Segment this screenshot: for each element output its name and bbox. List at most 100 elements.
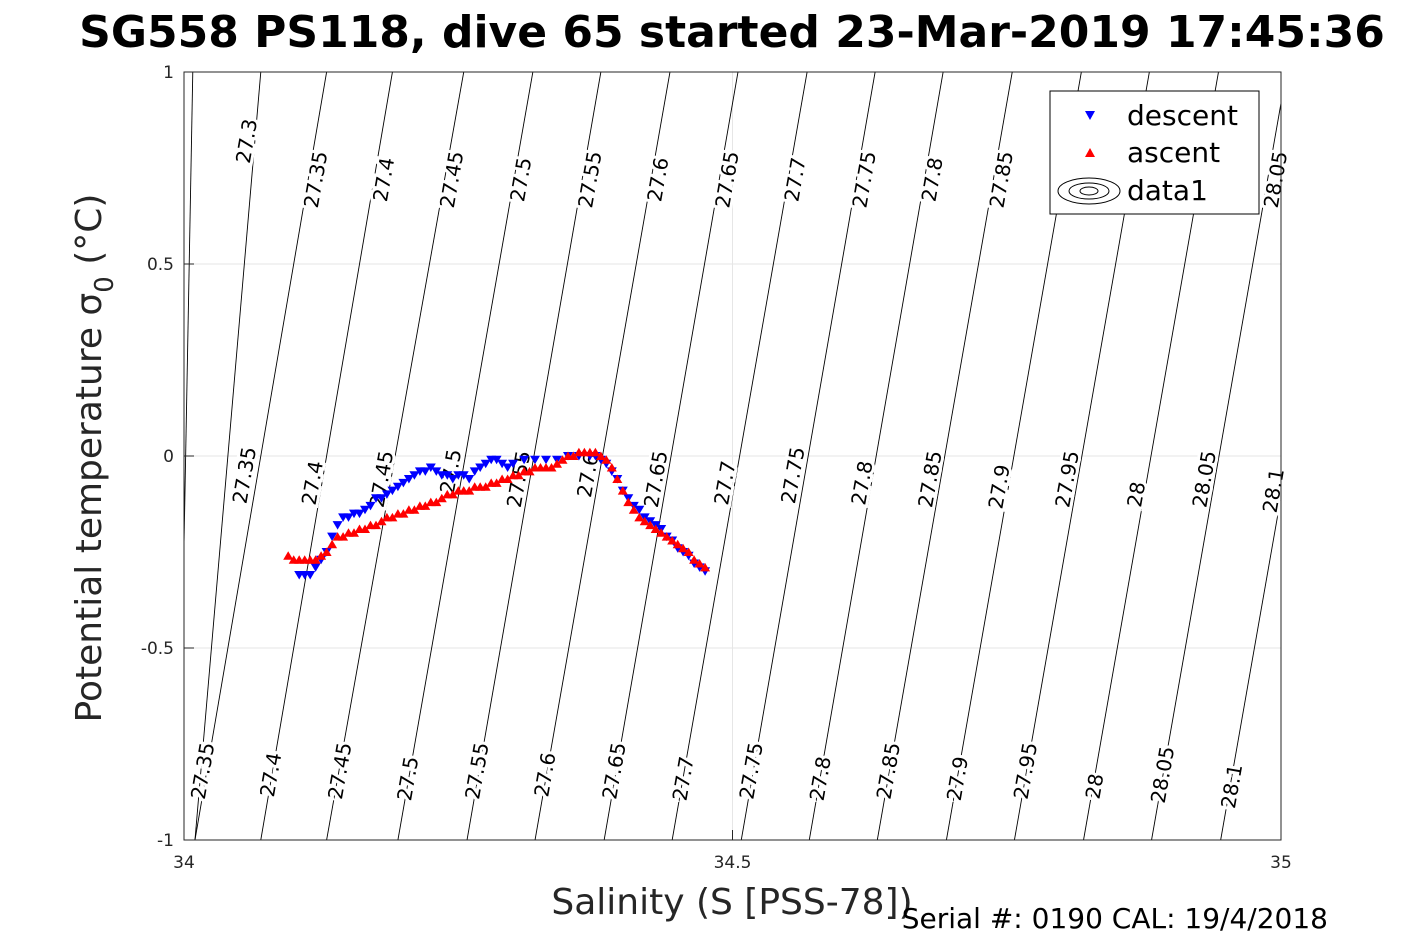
isopycnal-line bbox=[397, 72, 534, 840]
isopycnal-line bbox=[194, 72, 328, 840]
ascent-point bbox=[672, 539, 683, 549]
ascent-point bbox=[645, 520, 656, 530]
ascent-point bbox=[502, 474, 513, 483]
ascent-point bbox=[606, 463, 617, 472]
isopycnal-line bbox=[740, 72, 876, 840]
x-tick-label: 34.5 bbox=[714, 853, 752, 873]
descent-point bbox=[530, 455, 540, 465]
descent-point bbox=[381, 490, 392, 499]
y-axis-label-main: Potential temperature σ bbox=[69, 293, 110, 723]
ascent-point bbox=[546, 463, 557, 472]
ascent-point bbox=[557, 455, 568, 464]
isopycnal-line bbox=[603, 72, 739, 840]
descent-point bbox=[327, 532, 338, 542]
descent-point bbox=[403, 475, 414, 484]
isopycnal-line bbox=[876, 72, 1013, 840]
isopycnal-line bbox=[260, 72, 393, 840]
descent-point bbox=[502, 463, 513, 472]
ascent-point bbox=[590, 447, 601, 457]
y-axis-label: Potential temperature σ0 (°C) bbox=[69, 194, 120, 723]
ascent-point bbox=[398, 509, 409, 518]
ascent-point bbox=[612, 474, 623, 483]
descent-point bbox=[360, 505, 370, 515]
isopycnal-line bbox=[194, 72, 262, 840]
descent-point bbox=[634, 505, 645, 515]
ascent-point bbox=[667, 536, 678, 545]
descent-point bbox=[398, 478, 409, 488]
x-axis-ticks: 34 34.5 35 bbox=[173, 830, 1292, 873]
ascent-point bbox=[371, 520, 381, 530]
ascent-point bbox=[447, 489, 458, 499]
descent-point bbox=[376, 494, 387, 503]
ascent-point bbox=[431, 497, 442, 507]
ascent-point bbox=[650, 524, 661, 533]
ascent-point bbox=[683, 547, 694, 556]
ascent-point bbox=[656, 528, 667, 537]
y-tick-label: 0 bbox=[163, 447, 174, 467]
ascent-point bbox=[283, 551, 294, 560]
ascent-point bbox=[661, 532, 672, 541]
descent-point bbox=[305, 571, 316, 580]
descent-point bbox=[332, 521, 343, 530]
isopycnal-line bbox=[808, 72, 944, 840]
ascent-point bbox=[310, 555, 321, 564]
ascent-point bbox=[617, 486, 628, 495]
y-tick-label: -0.5 bbox=[141, 639, 174, 659]
x-tick-label: 34 bbox=[173, 853, 195, 873]
descent-point bbox=[409, 471, 420, 480]
ascent-point bbox=[387, 512, 398, 522]
y-axis-label-subscript: 0 bbox=[90, 276, 120, 293]
ascent-point bbox=[678, 543, 689, 553]
x-tick-label: 35 bbox=[1270, 853, 1292, 873]
ascent-point bbox=[420, 501, 431, 510]
legend-box bbox=[1049, 90, 1260, 215]
isopycnal-line bbox=[1151, 100, 1281, 840]
serial-cal-info: Serial #: 0190 CAL: 19/4/2018 bbox=[902, 902, 1328, 935]
ascent-point bbox=[694, 559, 705, 568]
ascent-point bbox=[601, 455, 612, 464]
isopycnal-line bbox=[1289, 72, 1417, 840]
ascent-point bbox=[628, 505, 639, 514]
descent-point bbox=[541, 455, 551, 465]
descent-point bbox=[480, 459, 491, 469]
legend-ascent-label: ascent bbox=[1127, 136, 1220, 169]
y-axis-label-unit: (°C) bbox=[69, 194, 110, 277]
data-points bbox=[283, 447, 711, 580]
isopycnal-label: 27.85 bbox=[985, 149, 1018, 210]
ascent-point bbox=[409, 505, 420, 514]
isopycnal-label: 28 bbox=[1081, 772, 1109, 801]
isopycnal-line bbox=[1220, 493, 1281, 840]
ascent-point bbox=[316, 551, 327, 560]
ascent-point bbox=[376, 516, 387, 526]
ascent-point bbox=[464, 486, 475, 495]
descent-point bbox=[431, 467, 442, 476]
legend: descent ascent data1 bbox=[1049, 90, 1260, 215]
descent-point bbox=[442, 471, 453, 480]
ascent-point bbox=[327, 539, 338, 549]
descent-point bbox=[464, 475, 475, 484]
ascent-point bbox=[639, 516, 650, 526]
descent-point bbox=[420, 467, 431, 476]
ascent-point bbox=[700, 562, 711, 572]
descent-point bbox=[310, 563, 321, 572]
legend-descent-label: descent bbox=[1127, 99, 1238, 132]
legend-descent-marker bbox=[1085, 111, 1095, 120]
descent-point bbox=[365, 501, 376, 511]
y-tick-label: 1 bbox=[163, 63, 174, 83]
y-tick-label: 0.5 bbox=[147, 255, 174, 275]
descent-point bbox=[491, 455, 502, 465]
descent-point bbox=[392, 482, 403, 492]
ascent-point bbox=[552, 459, 562, 468]
ascent-point bbox=[634, 512, 645, 522]
legend-data1-marker bbox=[1057, 177, 1121, 205]
descent-point bbox=[475, 463, 486, 472]
descent-point bbox=[519, 455, 530, 465]
ascent-point bbox=[623, 497, 634, 507]
ascent-point bbox=[689, 555, 700, 564]
descent-point bbox=[447, 475, 458, 484]
y-tick-label: -1 bbox=[157, 831, 174, 851]
legend-ascent-marker bbox=[1085, 148, 1095, 157]
descent-point bbox=[497, 459, 508, 469]
ascent-point bbox=[321, 547, 332, 556]
x-axis-label: Salinity (S [PSS-78]) bbox=[551, 882, 912, 923]
